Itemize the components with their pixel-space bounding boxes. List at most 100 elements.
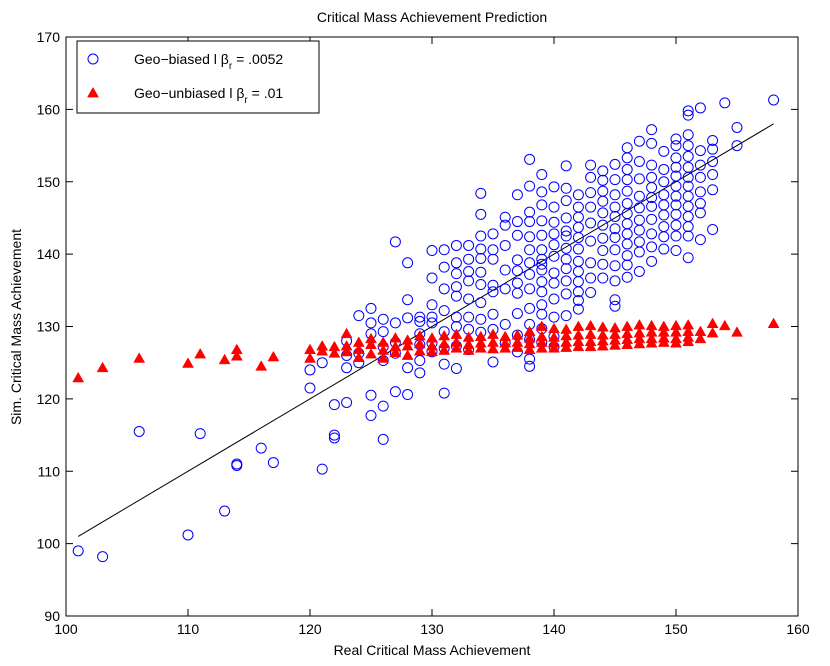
data-point-series-1 — [633, 319, 646, 330]
data-point-series-1 — [474, 330, 487, 342]
data-point-series-0 — [402, 257, 414, 269]
data-point-series-1 — [194, 347, 207, 359]
data-point-series-1 — [523, 325, 536, 336]
x-tick-label: 140 — [542, 621, 566, 637]
data-point-series-0 — [597, 174, 609, 186]
data-point-series-0 — [475, 187, 487, 199]
data-point-series-1 — [182, 357, 194, 368]
data-point-series-0 — [511, 189, 523, 201]
data-point-series-0 — [560, 275, 572, 287]
data-point-series-1 — [474, 342, 487, 353]
data-point-series-0 — [572, 243, 584, 255]
data-point-series-0 — [487, 286, 499, 298]
data-point-series-0 — [585, 201, 597, 213]
data-point-series-0 — [426, 299, 438, 311]
y-tick-label: 100 — [37, 536, 61, 552]
data-point-series-1 — [535, 336, 548, 347]
data-point-series-0 — [682, 109, 694, 121]
data-point-series-0 — [719, 97, 731, 109]
data-point-series-1 — [413, 345, 426, 356]
data-point-series-0 — [597, 207, 609, 219]
data-point-series-1 — [535, 320, 548, 331]
data-point-series-1 — [316, 340, 329, 351]
data-point-series-0 — [670, 245, 682, 257]
data-point-series-0 — [585, 217, 597, 229]
legend-label-1: Geo−unbiased l βr = .01 — [134, 85, 283, 106]
data-point-series-0 — [377, 313, 389, 325]
data-point-series-1 — [352, 351, 365, 362]
data-point-series-0 — [536, 244, 548, 256]
data-point-series-0 — [731, 140, 743, 152]
data-point-series-0 — [219, 505, 231, 517]
data-point-series-1 — [401, 349, 414, 360]
fit-line — [77, 123, 774, 537]
data-point-series-1 — [133, 352, 146, 363]
data-point-series-1 — [255, 360, 268, 371]
data-point-series-0 — [572, 286, 584, 298]
data-point-series-0 — [694, 186, 706, 198]
data-point-series-0 — [682, 129, 694, 141]
data-point-series-1 — [365, 332, 377, 344]
data-point-series-1 — [523, 332, 536, 343]
data-point-series-0 — [511, 287, 523, 299]
data-point-series-0 — [609, 294, 621, 306]
data-point-series-1 — [389, 346, 402, 357]
data-point-series-1 — [438, 337, 451, 349]
data-point-series-1 — [645, 332, 658, 344]
data-point-series-1 — [548, 337, 560, 348]
data-point-series-1 — [596, 329, 609, 340]
data-point-series-0 — [511, 229, 523, 241]
data-point-series-0 — [450, 268, 462, 280]
data-point-series-0 — [487, 253, 499, 265]
data-point-series-1 — [511, 341, 524, 352]
data-point-series-0 — [597, 165, 609, 177]
data-point-series-0 — [524, 216, 536, 228]
data-point-series-0 — [524, 244, 536, 256]
data-point-series-1 — [487, 336, 499, 347]
data-point-series-0 — [609, 189, 621, 201]
data-point-series-1 — [96, 361, 109, 373]
data-point-series-0 — [670, 208, 682, 220]
data-point-series-0 — [438, 305, 450, 317]
data-point-series-1 — [401, 334, 414, 345]
data-point-series-0 — [560, 212, 572, 224]
data-point-series-0 — [731, 121, 743, 133]
data-point-series-1 — [340, 345, 353, 357]
data-point-series-1 — [657, 332, 670, 343]
data-point-series-1 — [572, 320, 585, 331]
x-tick-label: 160 — [786, 621, 810, 637]
data-point-series-0 — [402, 362, 414, 374]
data-point-series-1 — [694, 332, 707, 344]
data-point-series-0 — [365, 410, 377, 422]
data-point-series-0 — [548, 311, 560, 323]
data-point-series-0 — [182, 529, 194, 541]
data-point-series-1 — [596, 340, 609, 351]
data-point-series-1 — [511, 329, 524, 340]
data-point-series-0 — [560, 160, 572, 172]
data-point-series-0 — [560, 182, 572, 194]
data-point-series-0 — [536, 215, 548, 227]
data-point-series-0 — [609, 260, 621, 272]
data-point-series-0 — [560, 195, 572, 207]
data-point-series-0 — [328, 429, 340, 441]
data-point-series-0 — [597, 272, 609, 284]
data-point-series-0 — [536, 169, 548, 181]
data-point-series-0 — [511, 265, 523, 277]
data-point-series-0 — [658, 231, 670, 243]
data-point-series-0 — [694, 197, 706, 209]
data-point-series-0 — [511, 216, 523, 228]
data-point-series-1 — [426, 340, 438, 351]
data-point-series-0 — [524, 353, 536, 365]
data-point-series-0 — [341, 396, 353, 408]
data-point-series-0 — [524, 302, 536, 314]
data-point-series-1 — [340, 327, 353, 339]
x-tick-label: 150 — [664, 621, 688, 637]
data-point-series-1 — [767, 317, 780, 328]
data-point-series-0 — [499, 219, 511, 231]
data-point-series-0 — [609, 275, 621, 287]
data-point-series-0 — [682, 105, 694, 117]
data-point-series-1 — [377, 344, 390, 355]
data-point-series-1 — [304, 352, 316, 363]
data-point-series-0 — [548, 277, 560, 289]
data-point-series-1 — [328, 347, 341, 358]
